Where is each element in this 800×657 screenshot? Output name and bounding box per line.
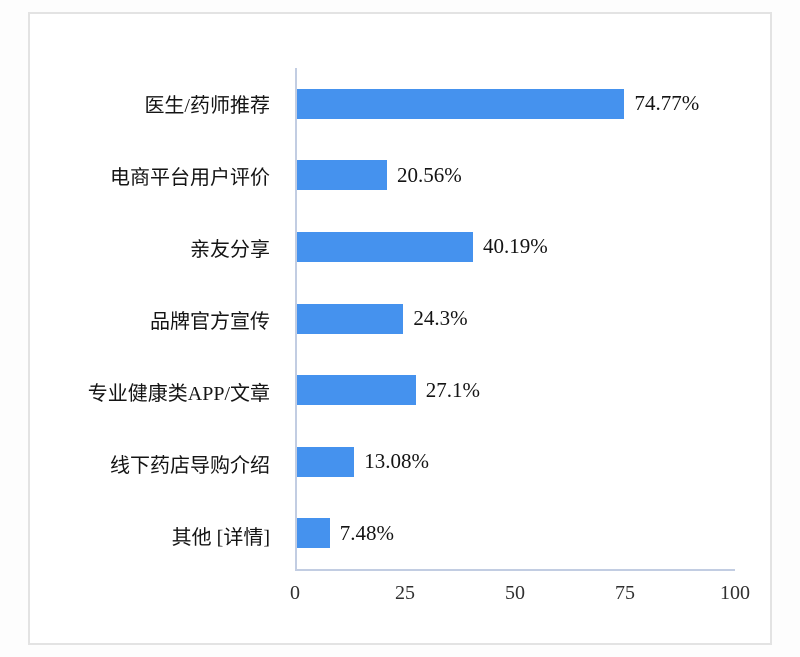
value-label: 13.08% (364, 449, 430, 474)
value-label: 27.1% (425, 377, 480, 402)
category-label: 亲友分享 (190, 239, 270, 262)
bar (297, 88, 625, 119)
category-label: 专业健康类APP/文章 (87, 382, 270, 405)
bar-row: 20.56% (297, 140, 735, 212)
bar-row: 27.1% (297, 354, 735, 426)
category-label: 线下药店导购介绍 (110, 454, 270, 477)
category-axis-labels: 医生/药师推荐电商平台用户评价亲友分享品牌官方宣传专业健康类APP/文章线下药店… (30, 68, 283, 571)
bar-row: 74.77% (297, 68, 735, 140)
plot-area: 74.77% 20.56% 40.19% 24.3% 27.1% 13.08% 7.48% (295, 68, 735, 571)
category-label: 品牌官方宣传 (150, 311, 270, 333)
bar (297, 518, 330, 549)
bar-row: 13.08% (297, 426, 735, 498)
bar (297, 231, 474, 262)
value-label: 24.3% (413, 306, 468, 331)
x-axis-tick-labels: 0 25 50 75 100 (290, 582, 750, 612)
value-label: 20.56% (397, 162, 462, 187)
value-label: 40.19% (483, 234, 548, 259)
category-label: 电商平台用户评价 (110, 167, 270, 190)
x-tick-label: 25 (395, 582, 415, 604)
x-tick-label: 75 (615, 582, 635, 604)
chart-card: 医生/药师推荐电商平台用户评价亲友分享品牌官方宣传专业健康类APP/文章线下药店… (28, 12, 772, 645)
x-tick-label: 100 (720, 582, 750, 604)
bar-row: 7.48% (297, 497, 735, 569)
x-tick-label: 0 (290, 582, 300, 604)
category-label: 其他 [详情] (171, 526, 270, 549)
value-label: 7.48% (339, 520, 394, 545)
bar (297, 446, 355, 477)
category-label: 医生/药师推荐 (144, 95, 270, 118)
x-tick-label: 50 (505, 582, 525, 604)
bar (297, 375, 416, 406)
bar (297, 160, 388, 191)
bar-row: 40.19% (297, 211, 735, 283)
bar (297, 303, 404, 334)
value-label: 74.77% (634, 91, 700, 116)
bar-row: 24.3% (297, 283, 735, 355)
